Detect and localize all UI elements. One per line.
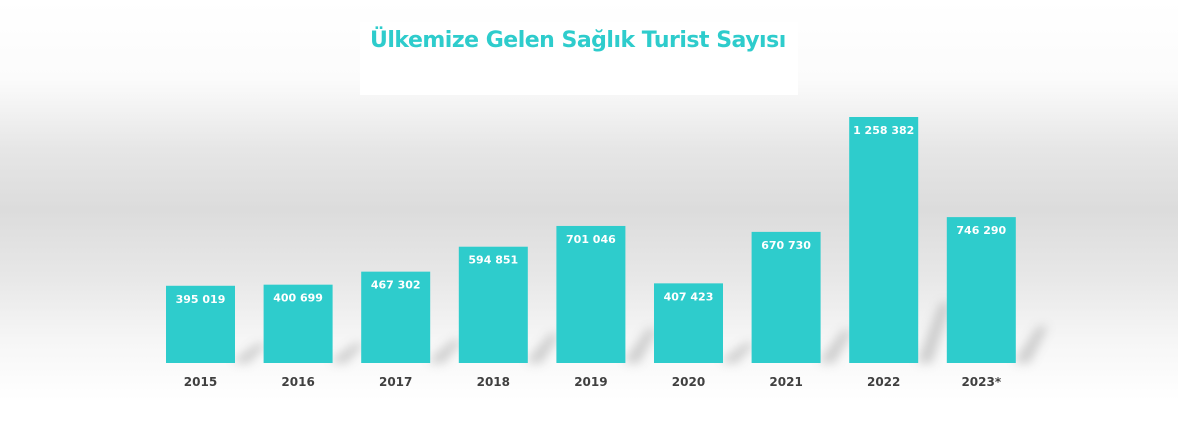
- bar-2022: [849, 117, 919, 363]
- data-label: 1 258 382: [853, 124, 914, 137]
- bar-shadow: [820, 330, 853, 363]
- bar-shadow: [332, 343, 365, 363]
- x-tick-label: 2021: [769, 375, 802, 389]
- bar-shadow: [527, 333, 560, 363]
- x-tick-label: 2017: [379, 375, 412, 389]
- x-tick-label: 2023*: [961, 375, 1001, 389]
- bar-shadow: [723, 343, 755, 363]
- bar-shadow: [1015, 326, 1048, 363]
- bar-2021: [751, 231, 821, 363]
- bar-2019: [556, 225, 626, 363]
- data-label: 467 302: [371, 279, 421, 292]
- x-axis-tick-labels: 2015 2016 2017 2018 2019 2020 2021 2022 2023*: [184, 375, 1002, 389]
- data-label: 746 290: [956, 224, 1006, 237]
- bars: [166, 117, 1016, 363]
- bar-2023*: [946, 217, 1016, 363]
- bar-2016: [263, 284, 333, 363]
- x-tick-label: 2016: [281, 375, 314, 389]
- bar-shadow: [235, 343, 267, 363]
- x-tick-label: 2020: [672, 375, 705, 389]
- chart-title: Ülkemize Gelen Sağlık Turist Sayısı: [370, 28, 786, 53]
- data-label: 701 046: [566, 233, 616, 246]
- bar-2020: [654, 283, 723, 363]
- data-label: 407 423: [664, 290, 714, 303]
- bar-shadow: [918, 303, 951, 363]
- bar-shadow: [430, 340, 463, 363]
- data-label: 400 699: [273, 292, 323, 305]
- x-tick-label: 2019: [574, 375, 607, 389]
- data-label: 670 730: [761, 239, 811, 252]
- bar-shadow: [625, 328, 658, 363]
- x-tick-label: 2015: [184, 375, 217, 389]
- bar-2015: [166, 285, 235, 363]
- data-label: 395 019: [176, 293, 226, 306]
- data-labels: 395 019 400 699 467 302 594 851 701 046 407 4…: [176, 124, 1007, 306]
- x-tick-label: 2022: [867, 375, 900, 389]
- x-tick-label: 2018: [477, 375, 510, 389]
- bar-shadows: [235, 303, 1048, 363]
- bar-2018: [458, 246, 528, 363]
- data-label: 594 851: [468, 254, 518, 267]
- bar-2017: [361, 271, 431, 363]
- title-box: Ülkemize Gelen Sağlık Turist Sayısı: [360, 22, 798, 95]
